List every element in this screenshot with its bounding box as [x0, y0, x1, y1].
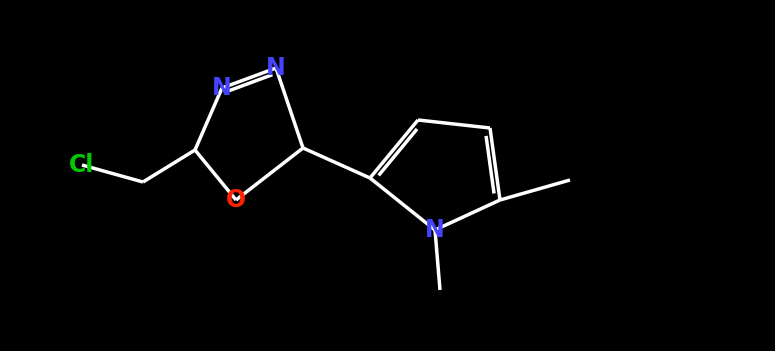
Text: O: O: [226, 188, 246, 212]
Text: N: N: [266, 56, 286, 80]
Text: Cl: Cl: [69, 153, 95, 177]
Text: N: N: [425, 218, 445, 242]
Text: N: N: [212, 76, 232, 100]
